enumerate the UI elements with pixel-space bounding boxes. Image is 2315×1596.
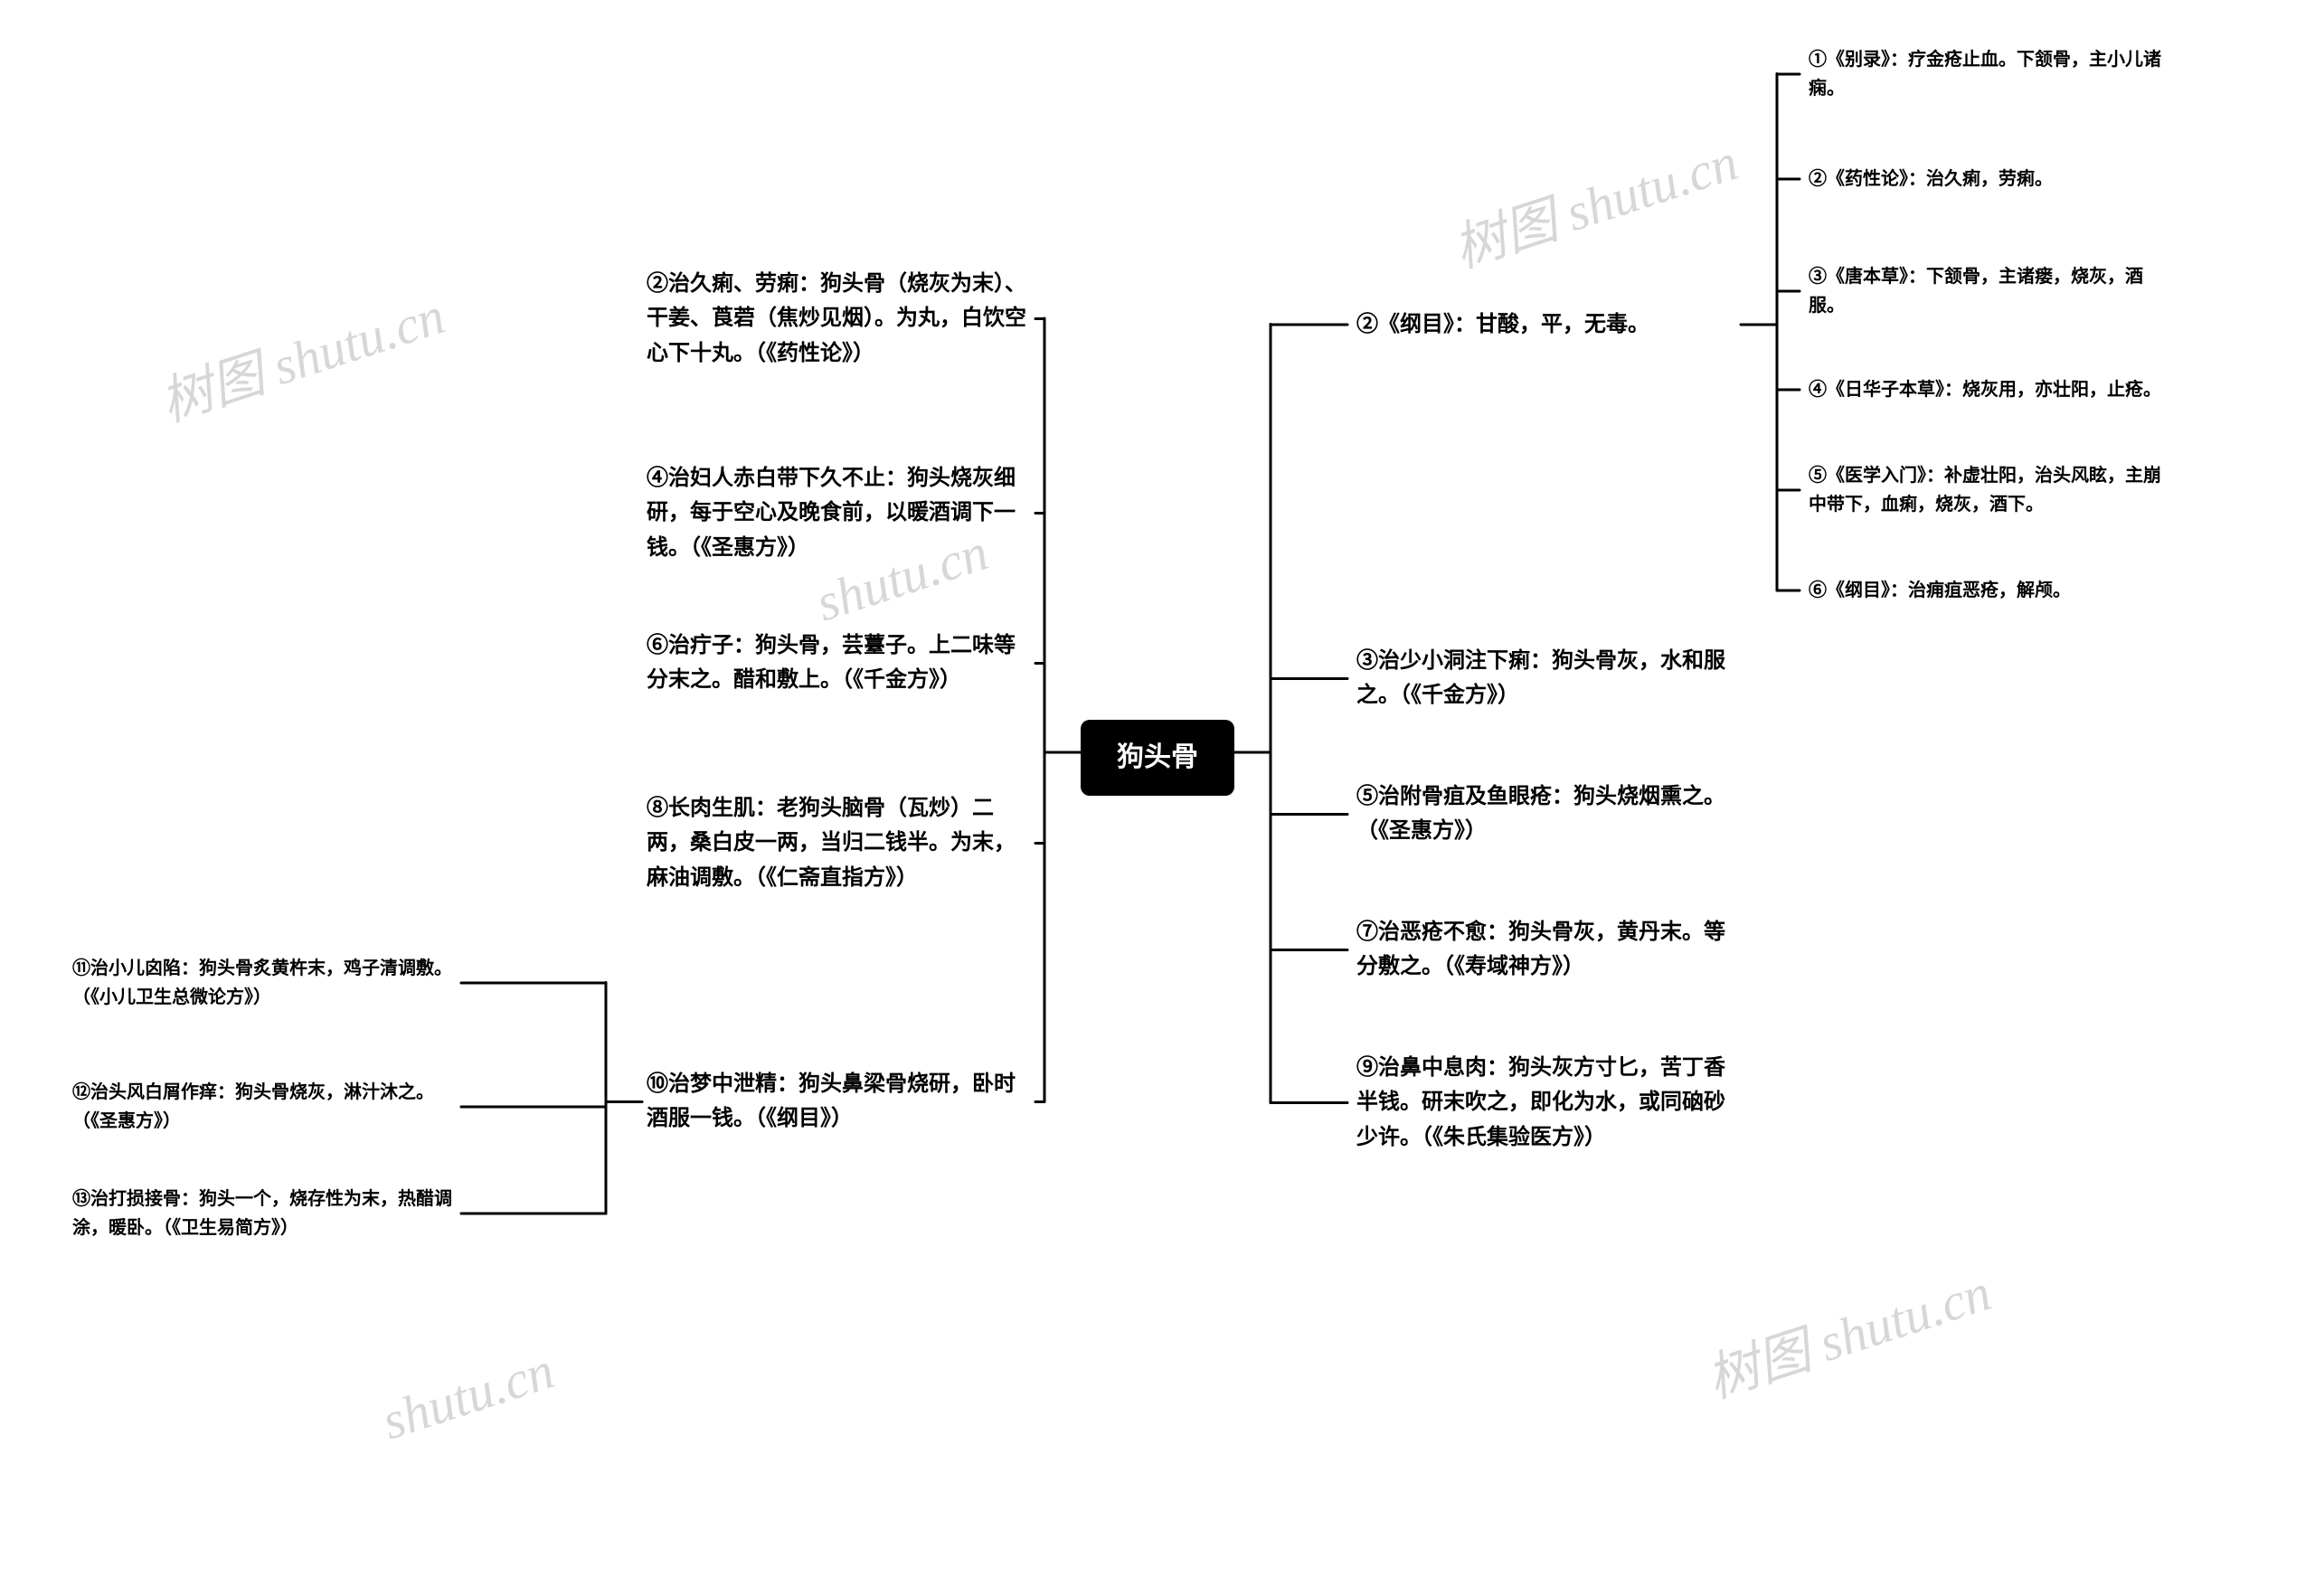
- mindmap-node: ⑦治恶疮不愈：狗头骨灰，黄丹末。等分敷之。（《寿域神方》）: [1356, 915, 1736, 985]
- mindmap-node: ②《纲目》：甘酸，平，无毒。: [1356, 307, 1736, 342]
- mindmap-node: ②《药性论》：治久痢，劳痢。: [1809, 165, 2161, 194]
- mindmap-node: ①《别录》：疗金疮止血。下颔骨，主小儿诸痫。: [1809, 45, 2161, 103]
- mindmap-node: ③治少小洞注下痢：狗头骨灰，水和服之。（《千金方》）: [1356, 644, 1736, 713]
- mindmap-node: ⑥治疔子：狗头骨，芸薹子。上二味等分末之。醋和敷上。（《千金方》）: [647, 628, 1026, 698]
- mindmap-node: ⑧长肉生肌：老狗头脑骨（瓦炒）二两，桑白皮一两，当归二钱半。为末，麻油调敷。（《…: [647, 791, 1026, 895]
- mindmap-node: ⑨治鼻中息肉：狗头灰方寸匕，苦丁香半钱。研末吹之，即化为水，或同硇砂少许。（《朱…: [1356, 1051, 1736, 1155]
- mindmap-node: ⑤《医学入门》：补虚壮阳，治头风眩，主崩中带下，血痢，烧灰，酒下。: [1809, 461, 2161, 519]
- mindmap-node: ③《唐本草》：下颔骨，主诸瘘，烧灰，酒服。: [1809, 262, 2161, 320]
- mindmap-node: ⑫治头风白屑作痒：狗头骨烧灰，淋汁沐之。（《圣惠方》）: [72, 1078, 452, 1136]
- mindmap-node: ⑤治附骨疽及鱼眼疮：狗头烧烟熏之。（《圣惠方》）: [1356, 779, 1736, 849]
- mindmap-node: ⑩治梦中泄精：狗头鼻梁骨烧研，卧时酒服一钱。（《纲目》）: [647, 1067, 1026, 1137]
- root-node: 狗头骨: [1081, 720, 1234, 796]
- watermark: 树图 shutu.cn: [149, 273, 452, 436]
- mindmap-node: ④《日华子本草》：烧灰用，亦壮阳，止疮。: [1809, 375, 2161, 404]
- mindmap-node: ⑬治打损接骨：狗头一个，烧存性为末，热醋调涂，暖卧。（《卫生易简方》）: [72, 1185, 452, 1242]
- connector-layer: [0, 0, 2315, 1596]
- watermark: shutu.cn: [374, 1340, 561, 1452]
- watermark: 树图 shutu.cn: [1442, 119, 1745, 282]
- mindmap-canvas: 树图 shutu.cn树图 shutu.cnshutu.cnshutu.cn树图…: [0, 0, 2315, 1596]
- mindmap-node: ⑪治小儿囟陷：狗头骨炙黄杵末，鸡子清调敷。（《小儿卫生总微论方》）: [72, 954, 452, 1012]
- mindmap-node: ⑥《纲目》：治痈疽恶疮，解颅。: [1809, 576, 2161, 605]
- mindmap-node: ②治久痢、劳痢：狗头骨（烧灰为末）、干姜、莨菪（焦炒见烟）。为丸，白饮空心下十丸…: [647, 267, 1026, 371]
- mindmap-node: ④治妇人赤白带下久不止：狗头烧灰细研，每于空心及晚食前，以暖酒调下一钱。（《圣惠…: [647, 461, 1026, 565]
- watermark: 树图 shutu.cn: [1696, 1250, 1998, 1412]
